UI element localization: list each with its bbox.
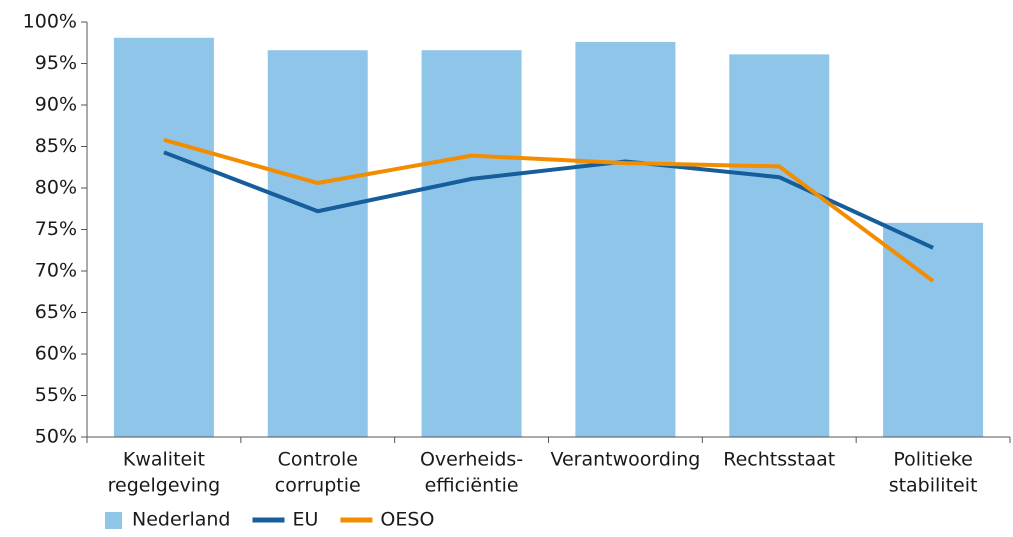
x-tick-label: regelgeving xyxy=(108,475,221,497)
legend-label: OESO xyxy=(380,509,434,531)
legend-label: EU xyxy=(293,509,319,531)
y-tick-label: 90% xyxy=(35,94,77,116)
line xyxy=(163,150,934,250)
bar xyxy=(575,41,676,438)
y-tick-label: 65% xyxy=(35,301,77,323)
y-tick-label: 60% xyxy=(35,343,77,365)
x-tick-label: stabiliteit xyxy=(889,475,978,497)
bar xyxy=(729,54,830,438)
x-tick-label: Verantwoording xyxy=(550,449,700,471)
y-tick-label: 70% xyxy=(35,260,77,282)
bar xyxy=(421,50,522,437)
y-tick-label: 50% xyxy=(35,426,77,448)
y-tick-label: 75% xyxy=(35,218,77,240)
legend-label: Nederland xyxy=(132,509,231,531)
x-tick-label: Kwaliteit xyxy=(123,449,205,471)
bar xyxy=(113,37,214,438)
line xyxy=(163,137,935,283)
y-tick-label: 100% xyxy=(23,11,77,33)
bar xyxy=(267,50,368,437)
x-tick-label: Rechtsstaat xyxy=(723,449,835,471)
x-tick-label: Politieke xyxy=(893,449,972,471)
x-tick-label: efficiëntie xyxy=(425,475,519,497)
y-tick-label: 85% xyxy=(35,135,77,157)
x-tick-label: corruptie xyxy=(275,475,361,497)
x-tick-label: Overheids- xyxy=(420,449,523,471)
y-tick-label: 80% xyxy=(35,177,77,199)
y-tick-label: 55% xyxy=(35,384,77,406)
x-tick-label: Controle xyxy=(278,449,358,471)
y-tick-label: 95% xyxy=(35,52,77,74)
legend-swatch xyxy=(105,512,122,529)
